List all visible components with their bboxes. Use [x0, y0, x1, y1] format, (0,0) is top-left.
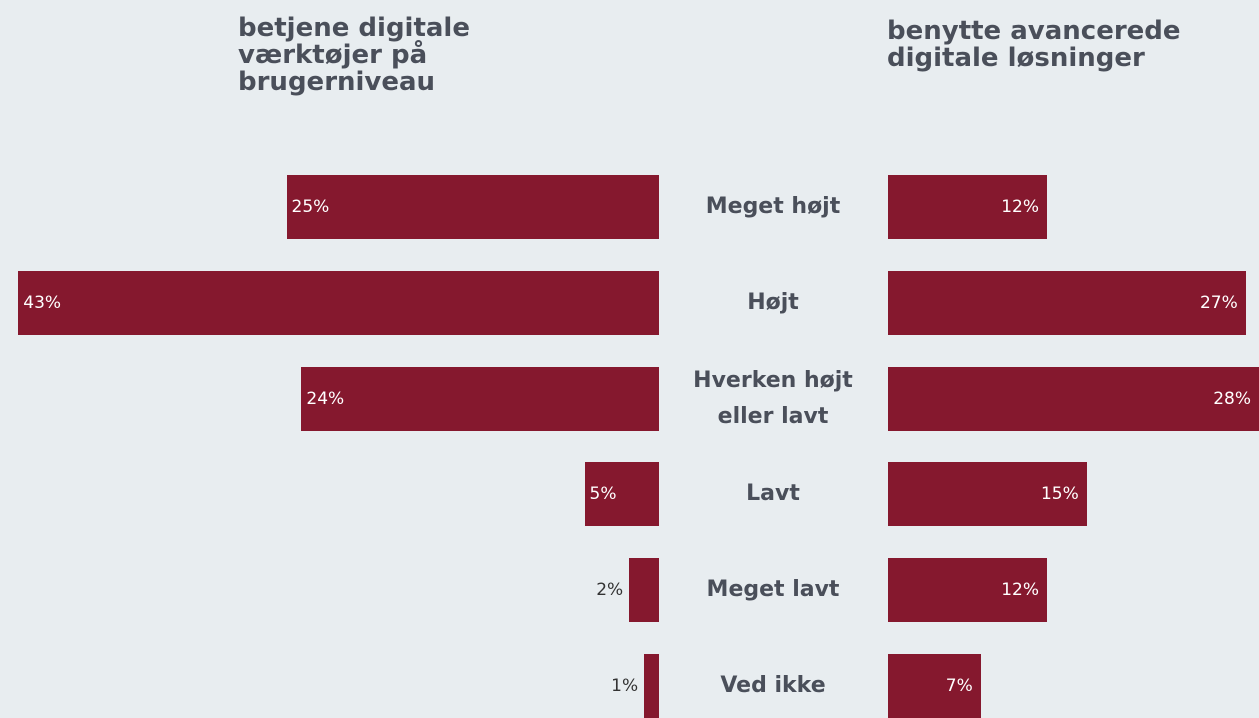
value-label: 1%: [611, 676, 639, 696]
bar: [888, 366, 1259, 431]
bar: [286, 175, 659, 239]
category-label: Hverken højt eller lavt: [693, 367, 853, 429]
bar: [301, 366, 659, 431]
bar: [888, 270, 1246, 335]
bar: [644, 654, 659, 718]
bar: [888, 558, 1047, 623]
bar: [888, 175, 1047, 239]
bar: [629, 558, 659, 623]
value-label: 43%: [23, 292, 62, 313]
value-label: 24%: [306, 388, 345, 409]
bar: [888, 654, 981, 718]
category-label: Meget højt: [705, 194, 841, 219]
value-label: 28%: [1213, 388, 1251, 409]
value-label: 2%: [596, 580, 624, 601]
value-label: 5%: [589, 484, 617, 505]
category-label: Ved ikke: [720, 673, 826, 698]
category-label: Meget lavt: [706, 577, 840, 603]
value-label: 25%: [291, 197, 330, 217]
bar: [584, 462, 659, 527]
bar: [888, 462, 1087, 527]
right-title: benytte avancerede digitale løsninger: [887, 16, 1181, 73]
category-label: Lavt: [746, 481, 800, 507]
left-title: betjene digitale værktøjer på brugernive…: [238, 13, 470, 97]
category-label: Højt: [747, 289, 799, 315]
value-label: 12%: [1001, 197, 1039, 217]
value-label: 15%: [1040, 484, 1079, 505]
value-label: 7%: [945, 676, 973, 696]
bar: [18, 270, 659, 335]
value-label: 27%: [1199, 292, 1238, 313]
value-label: 12%: [1001, 580, 1039, 601]
